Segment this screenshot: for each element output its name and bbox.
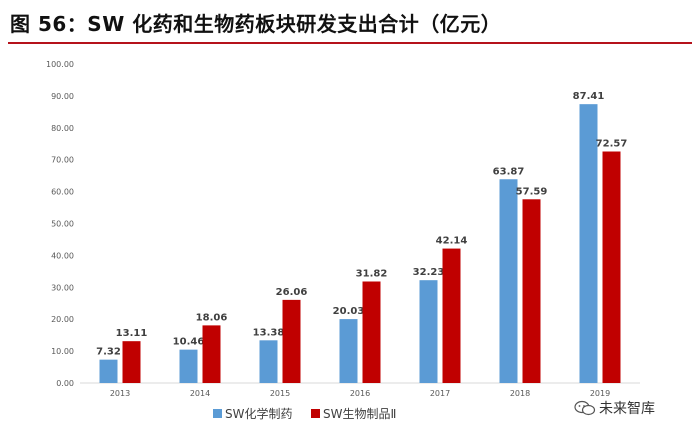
data-label: 26.06 bbox=[276, 287, 308, 298]
y-tick-label: 40.00 bbox=[51, 251, 74, 260]
data-label: 63.87 bbox=[493, 166, 525, 177]
data-label: 42.14 bbox=[436, 236, 468, 247]
x-tick-label: 2018 bbox=[510, 389, 530, 398]
x-tick-label: 2015 bbox=[270, 389, 290, 398]
bar-sw-chemical-pharma bbox=[579, 104, 598, 383]
y-tick-label: 10.00 bbox=[51, 347, 74, 356]
x-tick-label: 2017 bbox=[430, 389, 450, 398]
legend-label: SW生物制品Ⅱ bbox=[323, 407, 396, 421]
data-label: 7.32 bbox=[96, 347, 121, 358]
data-label: 87.41 bbox=[573, 91, 605, 102]
data-label: 72.57 bbox=[596, 139, 628, 150]
figure-title: 图 56：SW 化药和生物药板块研发支出合计（亿元） bbox=[10, 12, 502, 36]
legend-swatch bbox=[213, 409, 222, 418]
bar-sw-biologics bbox=[122, 341, 141, 383]
data-label: 57.59 bbox=[516, 186, 548, 197]
bar-sw-chemical-pharma bbox=[499, 179, 518, 383]
y-tick-label: 30.00 bbox=[51, 283, 74, 292]
data-label: 13.11 bbox=[116, 328, 148, 339]
watermark: 未来智库 bbox=[574, 398, 655, 418]
title-divider bbox=[8, 42, 692, 44]
y-tick-label: 70.00 bbox=[51, 156, 74, 165]
bar-sw-chemical-pharma bbox=[419, 280, 438, 383]
data-label: 32.23 bbox=[413, 267, 445, 278]
y-tick-label: 50.00 bbox=[51, 220, 74, 229]
y-tick-label: 60.00 bbox=[51, 188, 74, 197]
bar-sw-biologics bbox=[602, 151, 621, 383]
bar-sw-chemical-pharma bbox=[179, 349, 198, 383]
data-label: 18.06 bbox=[196, 312, 228, 323]
data-label: 10.46 bbox=[173, 337, 205, 348]
watermark-text: 未来智库 bbox=[599, 401, 655, 417]
wechat-bubble-icon bbox=[574, 400, 596, 416]
x-tick-label: 2016 bbox=[350, 389, 370, 398]
legend-label: SW化学制药 bbox=[225, 406, 292, 421]
data-label: 31.82 bbox=[356, 268, 388, 279]
legend-swatch bbox=[311, 409, 320, 418]
y-tick-label: 80.00 bbox=[51, 124, 74, 133]
y-tick-label: 90.00 bbox=[51, 92, 74, 101]
bar-sw-biologics bbox=[442, 248, 461, 383]
y-tick-label: 0.00 bbox=[56, 379, 74, 388]
y-tick-label: 100.00 bbox=[46, 60, 74, 69]
bar-sw-biologics bbox=[202, 325, 221, 383]
x-tick-label: 2014 bbox=[190, 389, 210, 398]
data-label: 13.38 bbox=[253, 327, 285, 338]
bar-sw-biologics bbox=[522, 199, 541, 383]
x-tick-label: 2013 bbox=[110, 389, 130, 398]
x-tick-label: 2019 bbox=[590, 389, 610, 398]
bar-sw-biologics bbox=[282, 299, 301, 383]
y-tick-label: 20.00 bbox=[51, 315, 74, 324]
data-label: 20.03 bbox=[333, 306, 365, 317]
bar-sw-biologics bbox=[362, 281, 381, 383]
bar-sw-chemical-pharma bbox=[259, 340, 278, 383]
bar-sw-chemical-pharma bbox=[339, 319, 358, 383]
bar-sw-chemical-pharma bbox=[99, 359, 118, 383]
